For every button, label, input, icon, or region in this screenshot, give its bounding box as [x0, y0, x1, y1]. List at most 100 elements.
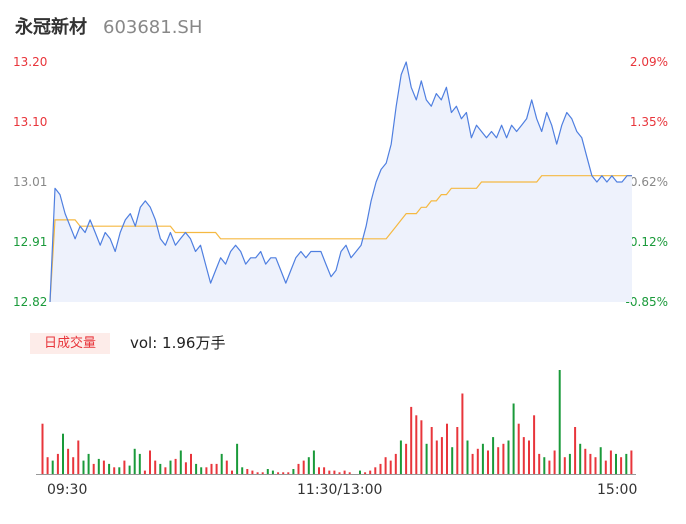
volume-bar [51, 460, 54, 474]
volume-bar [231, 470, 233, 474]
volume-bar [282, 472, 285, 474]
y-tick-left-0: 13.20 [13, 55, 48, 69]
volume-bar [67, 448, 70, 474]
volume-bar [359, 470, 361, 474]
volume-bar [169, 460, 172, 474]
volume-bar [292, 469, 295, 474]
volume-bar [497, 447, 500, 474]
volume-bar [97, 458, 100, 474]
volume-bar [568, 453, 571, 474]
volume-bar [271, 470, 274, 474]
volume-bar [174, 458, 177, 474]
volume-bar [466, 440, 469, 474]
price-line [49, 61, 632, 303]
volume-bar [318, 467, 320, 474]
y-tick-right-3: -0.12% [625, 235, 668, 249]
volume-bar [251, 470, 254, 474]
volume-panel [36, 370, 636, 475]
volume-bar [522, 437, 525, 474]
volume-bar [123, 460, 126, 474]
volume-bar [533, 415, 536, 474]
volume-bar [241, 467, 244, 474]
y-tick-right-0: 2.09% [629, 55, 668, 69]
volume-bar [205, 467, 208, 474]
volume-bar [374, 467, 377, 474]
volume-bar [82, 460, 85, 474]
volume-bar [323, 467, 326, 474]
volume-bar [609, 450, 612, 474]
volume-bar [195, 463, 198, 474]
volume-bar [220, 453, 223, 474]
volume-bar [246, 469, 249, 474]
volume-bar [389, 460, 392, 474]
volume-bar [579, 443, 582, 474]
volume-bar [348, 472, 351, 474]
volume-bar [563, 457, 566, 474]
price-panel [49, 61, 632, 303]
volume-bar [56, 453, 59, 474]
volume-bar [236, 443, 239, 474]
stock-title: 永冠新材 603681.SH [15, 13, 202, 39]
volume-bar [46, 457, 49, 474]
volume-bar [512, 403, 515, 474]
volume-bar [415, 415, 418, 474]
volume-bar [553, 450, 556, 474]
volume-bar [451, 447, 454, 474]
volume-bar [594, 457, 597, 474]
volume-bar [481, 443, 484, 474]
y-tick-left-3: 12.91 [13, 235, 48, 249]
volume-bar [558, 370, 561, 474]
volume-bar [399, 440, 402, 474]
volume-bar [128, 465, 131, 474]
volume-bar [297, 463, 300, 474]
volume-bar [369, 470, 372, 474]
volume-bar [379, 463, 382, 474]
volume-bar [599, 447, 602, 474]
average-price-line [49, 175, 632, 303]
daily-volume-badge: 日成交量 [30, 333, 110, 354]
volume-bar [87, 453, 90, 474]
volume-bar [625, 453, 628, 474]
volume-bar [461, 393, 464, 474]
volume-bar [405, 443, 408, 474]
volume-bar [630, 450, 633, 474]
volume-bar [210, 463, 213, 474]
volume-bar [62, 433, 64, 474]
volume-bar [133, 448, 136, 474]
y-tick-right-4: -0.85% [625, 295, 668, 309]
volume-bar [102, 460, 105, 474]
volume-bar [364, 472, 367, 474]
volume-bar [502, 443, 505, 474]
volume-bar [420, 420, 423, 474]
volume-bar [164, 467, 167, 474]
volume-bar [307, 457, 310, 474]
volume-bar [338, 472, 341, 474]
volume-bar [425, 443, 428, 474]
volume-bar [543, 457, 546, 474]
y-tick-right-1: 1.35% [629, 115, 668, 129]
volume-bar [440, 437, 443, 474]
y-tick-left-4: 12.82 [13, 295, 48, 309]
volume-bar [548, 460, 551, 474]
volume-bar [179, 450, 182, 474]
stock-code: 603681.SH [103, 17, 203, 38]
volume-bar [190, 453, 192, 474]
price-area [50, 62, 632, 302]
volume-bar [384, 457, 387, 474]
volume-bar [287, 472, 290, 474]
x-tick-close: 15:00 [597, 482, 638, 498]
volume-bar [328, 470, 331, 474]
volume-bar [92, 463, 95, 474]
volume-bar [615, 453, 617, 474]
volume-bar [113, 467, 116, 474]
volume-bar [159, 463, 162, 474]
volume-bar [620, 457, 623, 474]
volume-bar [471, 453, 474, 474]
volume-bar [266, 469, 269, 474]
volume-bar [154, 460, 157, 474]
y-tick-left-1: 13.10 [13, 115, 48, 129]
volume-bar [143, 470, 146, 474]
volume-bar [492, 437, 495, 474]
volume-bar [604, 460, 607, 474]
